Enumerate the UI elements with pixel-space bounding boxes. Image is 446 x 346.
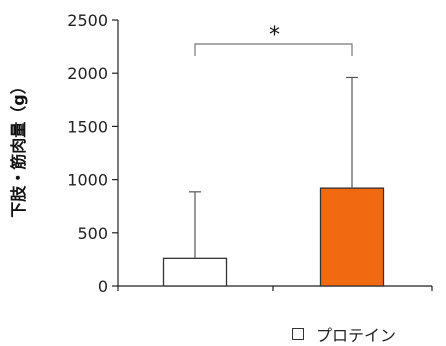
legend-swatch (292, 328, 304, 340)
legend: プロテイン (292, 322, 396, 346)
y-tick-label: 500 (77, 224, 108, 243)
y-tick-label: 0 (98, 277, 108, 296)
y-tick-label: 1500 (67, 117, 108, 136)
y-ticks: 0 500 1000 1500 2000 2500 (67, 11, 118, 296)
y-tick-label: 2000 (67, 64, 108, 83)
bracket-line (194, 43, 353, 56)
bars (162, 187, 385, 287)
error-bars (189, 76, 358, 259)
y-axis-label: 下肢・筋肉量（g） (9, 78, 28, 217)
significance-marker: * (269, 23, 280, 48)
axes (117, 20, 433, 291)
y-tick-label: 2500 (67, 11, 108, 30)
y-tick-label: 1000 (67, 171, 108, 190)
legend-label: プロテイン (316, 326, 397, 345)
significance-bracket: * (194, 23, 353, 56)
bar-1 (162, 257, 228, 287)
bar-2 (319, 187, 385, 287)
